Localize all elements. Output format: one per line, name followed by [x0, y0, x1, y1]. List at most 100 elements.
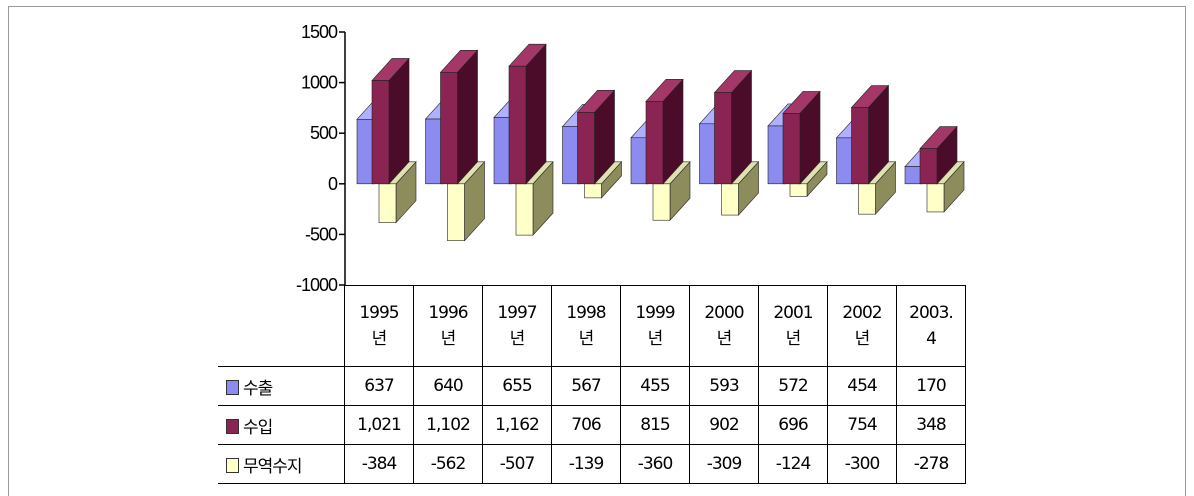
- import-bar: [371, 80, 390, 185]
- balance-bar: [378, 183, 397, 223]
- category-label-line: 년: [785, 329, 802, 349]
- legend-balance-label: 무역수지: [243, 456, 303, 477]
- category-header: 1996 년: [413, 285, 483, 367]
- balance-bar: [926, 183, 945, 213]
- balance-value-cell: -139: [551, 444, 621, 484]
- export-value-cell: 640: [413, 366, 483, 406]
- import-value-cell: 696: [758, 405, 828, 445]
- balance-bar: [447, 183, 465, 241]
- import-value-cell: 348: [896, 405, 966, 445]
- export-value-cell: 637: [344, 366, 414, 406]
- import-value-cell: 1,102: [413, 405, 483, 445]
- export-value-cell: 454: [827, 366, 897, 406]
- import-bar: [440, 71, 458, 185]
- table-header-row: 1995 년 1996 년 1997 년 1998 년 1999 년 2000 년 2001 년 2002 년…: [218, 285, 966, 367]
- category-label-line: 년: [647, 329, 664, 349]
- export-bar: [493, 117, 512, 185]
- balance-value-cell: -507: [482, 444, 552, 484]
- export-bar: [904, 166, 923, 185]
- import-bar: [782, 113, 801, 185]
- export-bar: [699, 123, 717, 185]
- category-label-line: 년: [854, 329, 871, 349]
- balance-value-cell: -300: [827, 444, 897, 484]
- import-value-cell: 754: [827, 405, 897, 445]
- y-tick-label: 1500: [301, 22, 338, 42]
- legend-import-label: 수입: [243, 417, 273, 438]
- export-value-cell: 655: [482, 366, 552, 406]
- legend-export: 수출: [218, 366, 345, 406]
- import-bar: [508, 65, 527, 185]
- balance-value-cell: -309: [689, 444, 759, 484]
- category-header: 2000 년: [689, 285, 759, 367]
- data-table: 1995 년 1996 년 1997 년 1998 년 1999 년 2000 년 2001 년 2002 년…: [218, 285, 966, 484]
- category-label-line: 2001: [773, 303, 813, 323]
- balance-bar: [721, 183, 739, 216]
- category-label-line: 년: [716, 329, 733, 349]
- balance-bar: [515, 183, 534, 236]
- y-tick-label: -500: [305, 224, 338, 244]
- category-header: 2001 년: [758, 285, 828, 367]
- import-bar: [577, 112, 595, 185]
- import-value-cell: 815: [620, 405, 690, 445]
- export-value-cell: 572: [758, 366, 828, 406]
- legend-export-label: 수출: [243, 378, 273, 399]
- balance-value-cell: -384: [344, 444, 414, 484]
- balance-value-cell: -360: [620, 444, 690, 484]
- category-header: 1995 년: [344, 285, 414, 367]
- category-label-line: 년: [440, 329, 457, 349]
- export-bar: [425, 118, 443, 185]
- y-tick-label: 0: [328, 174, 338, 194]
- export-bar: [562, 126, 580, 185]
- category-label-line: 1996: [428, 303, 468, 323]
- table-corner: [218, 285, 345, 367]
- balance-bar: [652, 183, 671, 221]
- export-bar: [630, 137, 649, 185]
- legend-balance: 무역수지: [218, 444, 345, 484]
- category-label-line: 2000: [704, 303, 744, 323]
- category-label-line: 1998: [566, 303, 606, 323]
- import-value-cell: 902: [689, 405, 759, 445]
- import-bar: [851, 107, 869, 185]
- category-label-line: 4: [926, 329, 937, 349]
- category-label-line: 2002: [842, 303, 882, 323]
- table-row-balance: 무역수지 -384 -562 -507 -139 -360 -309 -124 -300 -27…: [218, 444, 966, 484]
- balance-swatch-icon: [226, 457, 239, 473]
- category-label-line: 1997: [497, 303, 537, 323]
- export-swatch-icon: [226, 379, 239, 395]
- category-header: 1997 년: [482, 285, 552, 367]
- balance-bar: [858, 183, 876, 215]
- table-row-import: 수입 1,021 1,102 1,162 706 815 902 696 754 348: [218, 405, 966, 445]
- import-value-cell: 1,162: [482, 405, 552, 445]
- category-label-line: 년: [371, 329, 388, 349]
- y-tick-label: 500: [310, 123, 338, 143]
- balance-bar: [584, 183, 602, 199]
- import-swatch-icon: [226, 418, 239, 434]
- import-value-cell: 1,021: [344, 405, 414, 445]
- category-header: 2003. 4: [896, 285, 966, 367]
- balance-bar: [789, 183, 808, 197]
- export-bar: [356, 119, 375, 185]
- category-label-line: 년: [509, 329, 526, 349]
- export-bar: [767, 125, 786, 185]
- import-bar-side: [457, 49, 478, 185]
- category-header: 1999 년: [620, 285, 690, 367]
- category-label-line: 2003.: [909, 303, 954, 323]
- y-tick-label: 1000: [301, 73, 338, 93]
- import-bar: [714, 92, 732, 185]
- balance-value-cell: -124: [758, 444, 828, 484]
- export-value-cell: 170: [896, 366, 966, 406]
- category-label-line: 년: [578, 329, 595, 349]
- export-value-cell: 455: [620, 366, 690, 406]
- chart-frame: [8, 6, 1186, 496]
- balance-value-cell: -562: [413, 444, 483, 484]
- table-row-export: 수출 637 640 655 567 455 593 572 454 170: [218, 366, 966, 406]
- import-bar: [919, 148, 938, 185]
- import-value-cell: 706: [551, 405, 621, 445]
- import-bar-side: [525, 43, 547, 185]
- export-value-cell: 593: [689, 366, 759, 406]
- category-label-line: 1995: [359, 303, 399, 323]
- import-bar: [645, 101, 664, 185]
- legend-import: 수입: [218, 405, 345, 445]
- export-bar: [836, 137, 854, 185]
